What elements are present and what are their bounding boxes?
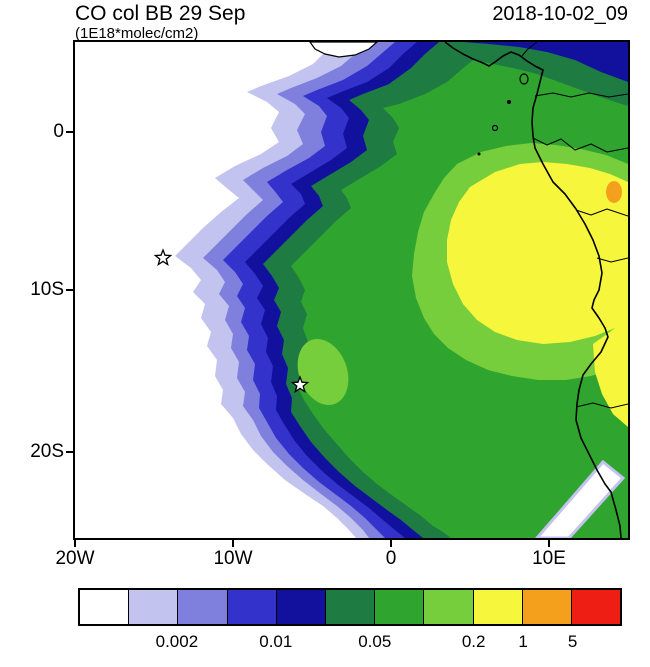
contour-level-9-spot [606,181,622,203]
y-tick [66,289,73,291]
contour-level-8 [447,162,628,344]
x-axis-label-10w: 10W [213,548,253,569]
units-label: (1E18*molec/cm2) [75,25,199,42]
island-bioko [519,73,529,85]
x-axis-label-20w: 20W [55,548,95,569]
colorbar-cell [522,590,572,624]
y-tick [66,451,73,453]
colorbar-cell [571,590,621,624]
colorbar-tick-label: 0.2 [461,632,486,651]
colorbar-cell [80,590,130,624]
x-tick [390,540,392,547]
station-marker-star [153,248,173,266]
y-axis-label-0: 0 [53,121,64,142]
colorbar-cell [227,590,277,624]
colorbar-labels: 0.002 0.01 0.05 0.2 1 5 [78,632,622,656]
contour-map [75,42,628,538]
colorbar-tick-label: 1 [518,632,528,651]
colorbar-cell [276,590,326,624]
ivory-coast-land [309,42,378,58]
colorbar-tick-label: 5 [567,632,578,651]
colorbar-cell [178,590,228,624]
colorbar-cell [325,590,376,624]
contour-level-7-patch [297,339,349,405]
x-axis-label-0: 0 [385,548,397,569]
colorbar-tick-label: 0.002 [155,632,199,651]
coastal-clear-band [535,459,626,538]
y-axis-label-10s: 10S [30,279,64,300]
contour-level-8-tongue [593,320,628,427]
station-marker-star [290,375,310,393]
x-tick [548,540,550,547]
x-axis-label-10e: 10E [532,548,566,569]
datetime-label: 2018-10-02_09 [492,3,628,25]
coastline [444,42,622,538]
colorbar-cell [129,590,179,624]
page-title: CO col BB 29 Sep [75,2,246,25]
y-tick [66,131,73,133]
x-tick [74,540,76,547]
colorbar-tick-label: 0.01 [259,632,293,651]
island-sao-tome [491,124,499,132]
colorbar-cell [375,590,425,624]
island-annobon [477,152,481,156]
x-tick [232,540,234,547]
colorbar [78,588,622,626]
colorbar-tick-label: 0.05 [358,632,392,651]
y-axis-label-20s: 20S [30,441,64,462]
colorbar-cell [424,590,474,624]
island-principe [507,100,511,104]
map-frame [73,40,630,540]
colorbar-cell [473,590,523,624]
country-borders [521,42,628,409]
